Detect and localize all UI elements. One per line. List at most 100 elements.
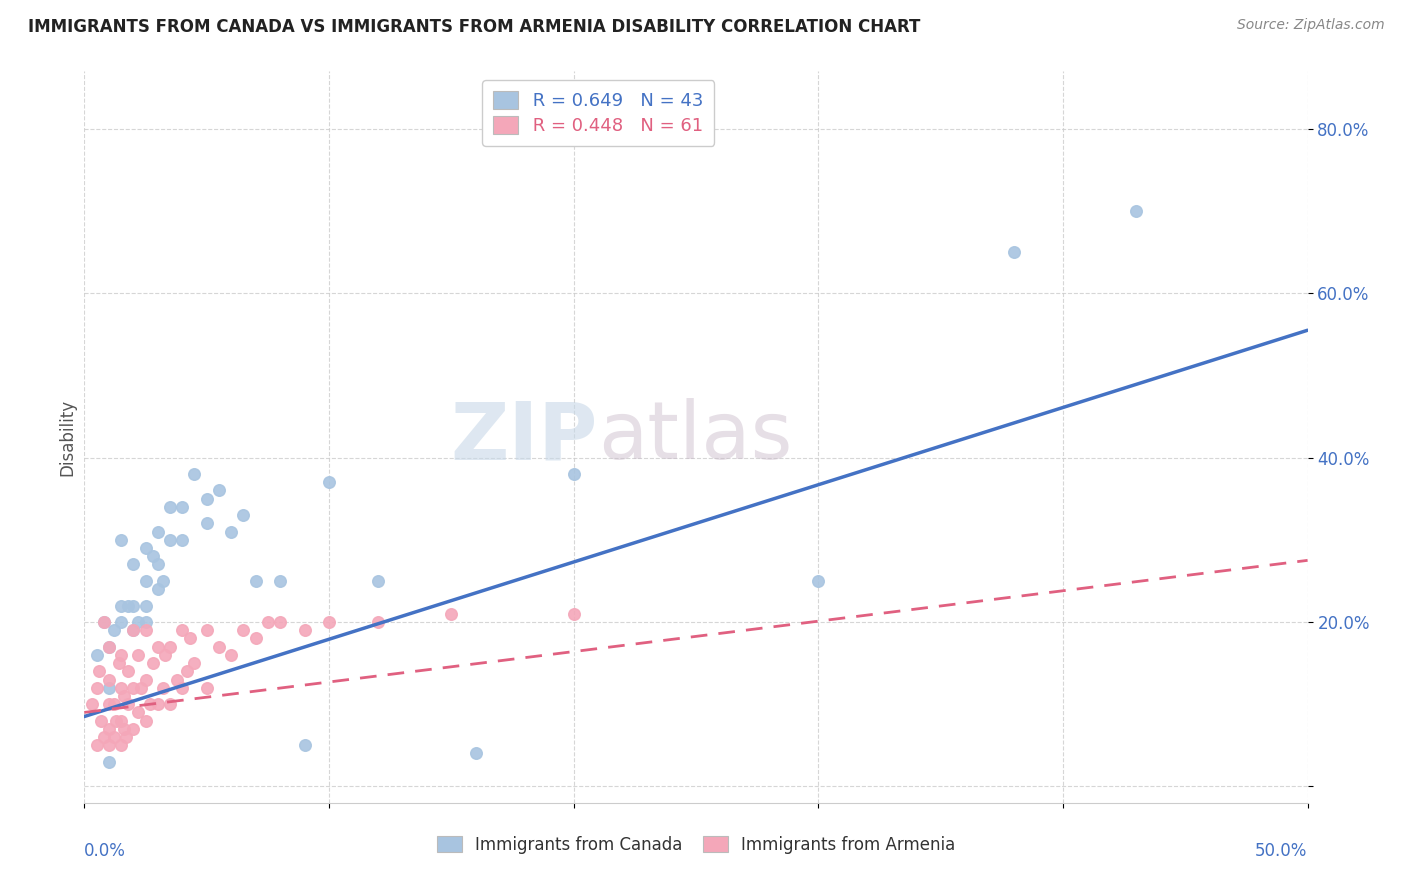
Point [86, 648, 108, 662]
Point [127, 648, 149, 662]
Point [146, 524, 169, 539]
Point [80, 697, 103, 711]
Legend: Immigrants from Canada, Immigrants from Armenia: Immigrants from Canada, Immigrants from … [430, 829, 962, 860]
Point [103, 697, 125, 711]
Point [110, 533, 132, 547]
Point [195, 516, 218, 531]
Point [195, 624, 218, 638]
Point [122, 624, 145, 638]
Text: 50.0%: 50.0% [1256, 842, 1308, 860]
Point [183, 656, 205, 670]
Point [269, 615, 291, 629]
Point [152, 574, 174, 588]
Point [90, 714, 112, 728]
Point [208, 483, 231, 498]
Point [257, 615, 280, 629]
Point [93, 730, 115, 744]
Point [464, 747, 486, 761]
Point [146, 558, 169, 572]
Point [179, 632, 201, 646]
Point [122, 681, 145, 695]
Point [367, 574, 389, 588]
Point [318, 475, 340, 490]
Point [318, 615, 340, 629]
Point [294, 739, 316, 753]
Point [93, 615, 115, 629]
Point [135, 541, 157, 555]
Point [208, 640, 231, 654]
Point [562, 607, 585, 621]
Point [183, 467, 205, 481]
Point [135, 673, 157, 687]
Point [807, 574, 830, 588]
Text: 0.0%: 0.0% [84, 842, 127, 860]
Point [159, 500, 181, 514]
Point [97, 755, 120, 769]
Point [93, 615, 115, 629]
Point [159, 533, 181, 547]
Point [440, 607, 463, 621]
Point [146, 640, 169, 654]
Point [195, 681, 218, 695]
Point [97, 640, 120, 654]
Point [97, 697, 120, 711]
Text: atlas: atlas [598, 398, 793, 476]
Point [110, 714, 132, 728]
Point [269, 574, 291, 588]
Point [172, 681, 194, 695]
Point [294, 624, 316, 638]
Point [129, 681, 152, 695]
Point [110, 681, 132, 695]
Point [107, 656, 129, 670]
Point [117, 697, 139, 711]
Point [172, 500, 194, 514]
Point [127, 615, 149, 629]
Point [146, 697, 169, 711]
Point [195, 491, 218, 506]
Point [127, 706, 149, 720]
Point [122, 558, 145, 572]
Point [219, 524, 242, 539]
Point [110, 648, 132, 662]
Point [153, 648, 176, 662]
Point [166, 673, 188, 687]
Point [135, 624, 157, 638]
Point [219, 648, 242, 662]
Point [562, 467, 585, 481]
Point [86, 681, 108, 695]
Point [97, 640, 120, 654]
Point [139, 697, 162, 711]
Point [245, 574, 267, 588]
Text: IMMIGRANTS FROM CANADA VS IMMIGRANTS FROM ARMENIA DISABILITY CORRELATION CHART: IMMIGRANTS FROM CANADA VS IMMIGRANTS FRO… [28, 18, 921, 36]
Point [87, 665, 110, 679]
Point [146, 582, 169, 596]
Point [135, 574, 157, 588]
Point [103, 624, 125, 638]
Text: Source: ZipAtlas.com: Source: ZipAtlas.com [1237, 18, 1385, 32]
Point [159, 640, 181, 654]
Point [232, 624, 254, 638]
Point [103, 730, 125, 744]
Point [135, 714, 157, 728]
Point [110, 615, 132, 629]
Point [122, 599, 145, 613]
Point [117, 599, 139, 613]
Point [135, 599, 157, 613]
Point [122, 722, 145, 736]
Point [122, 624, 145, 638]
Point [97, 681, 120, 695]
Point [1125, 204, 1147, 219]
Point [97, 722, 120, 736]
Point [117, 665, 139, 679]
Y-axis label: Disability: Disability [58, 399, 76, 475]
Point [176, 665, 198, 679]
Point [112, 722, 135, 736]
Point [1002, 245, 1025, 260]
Point [115, 730, 138, 744]
Point [245, 632, 267, 646]
Point [105, 714, 128, 728]
Point [232, 508, 254, 523]
Point [110, 599, 132, 613]
Point [135, 615, 157, 629]
Point [172, 624, 194, 638]
